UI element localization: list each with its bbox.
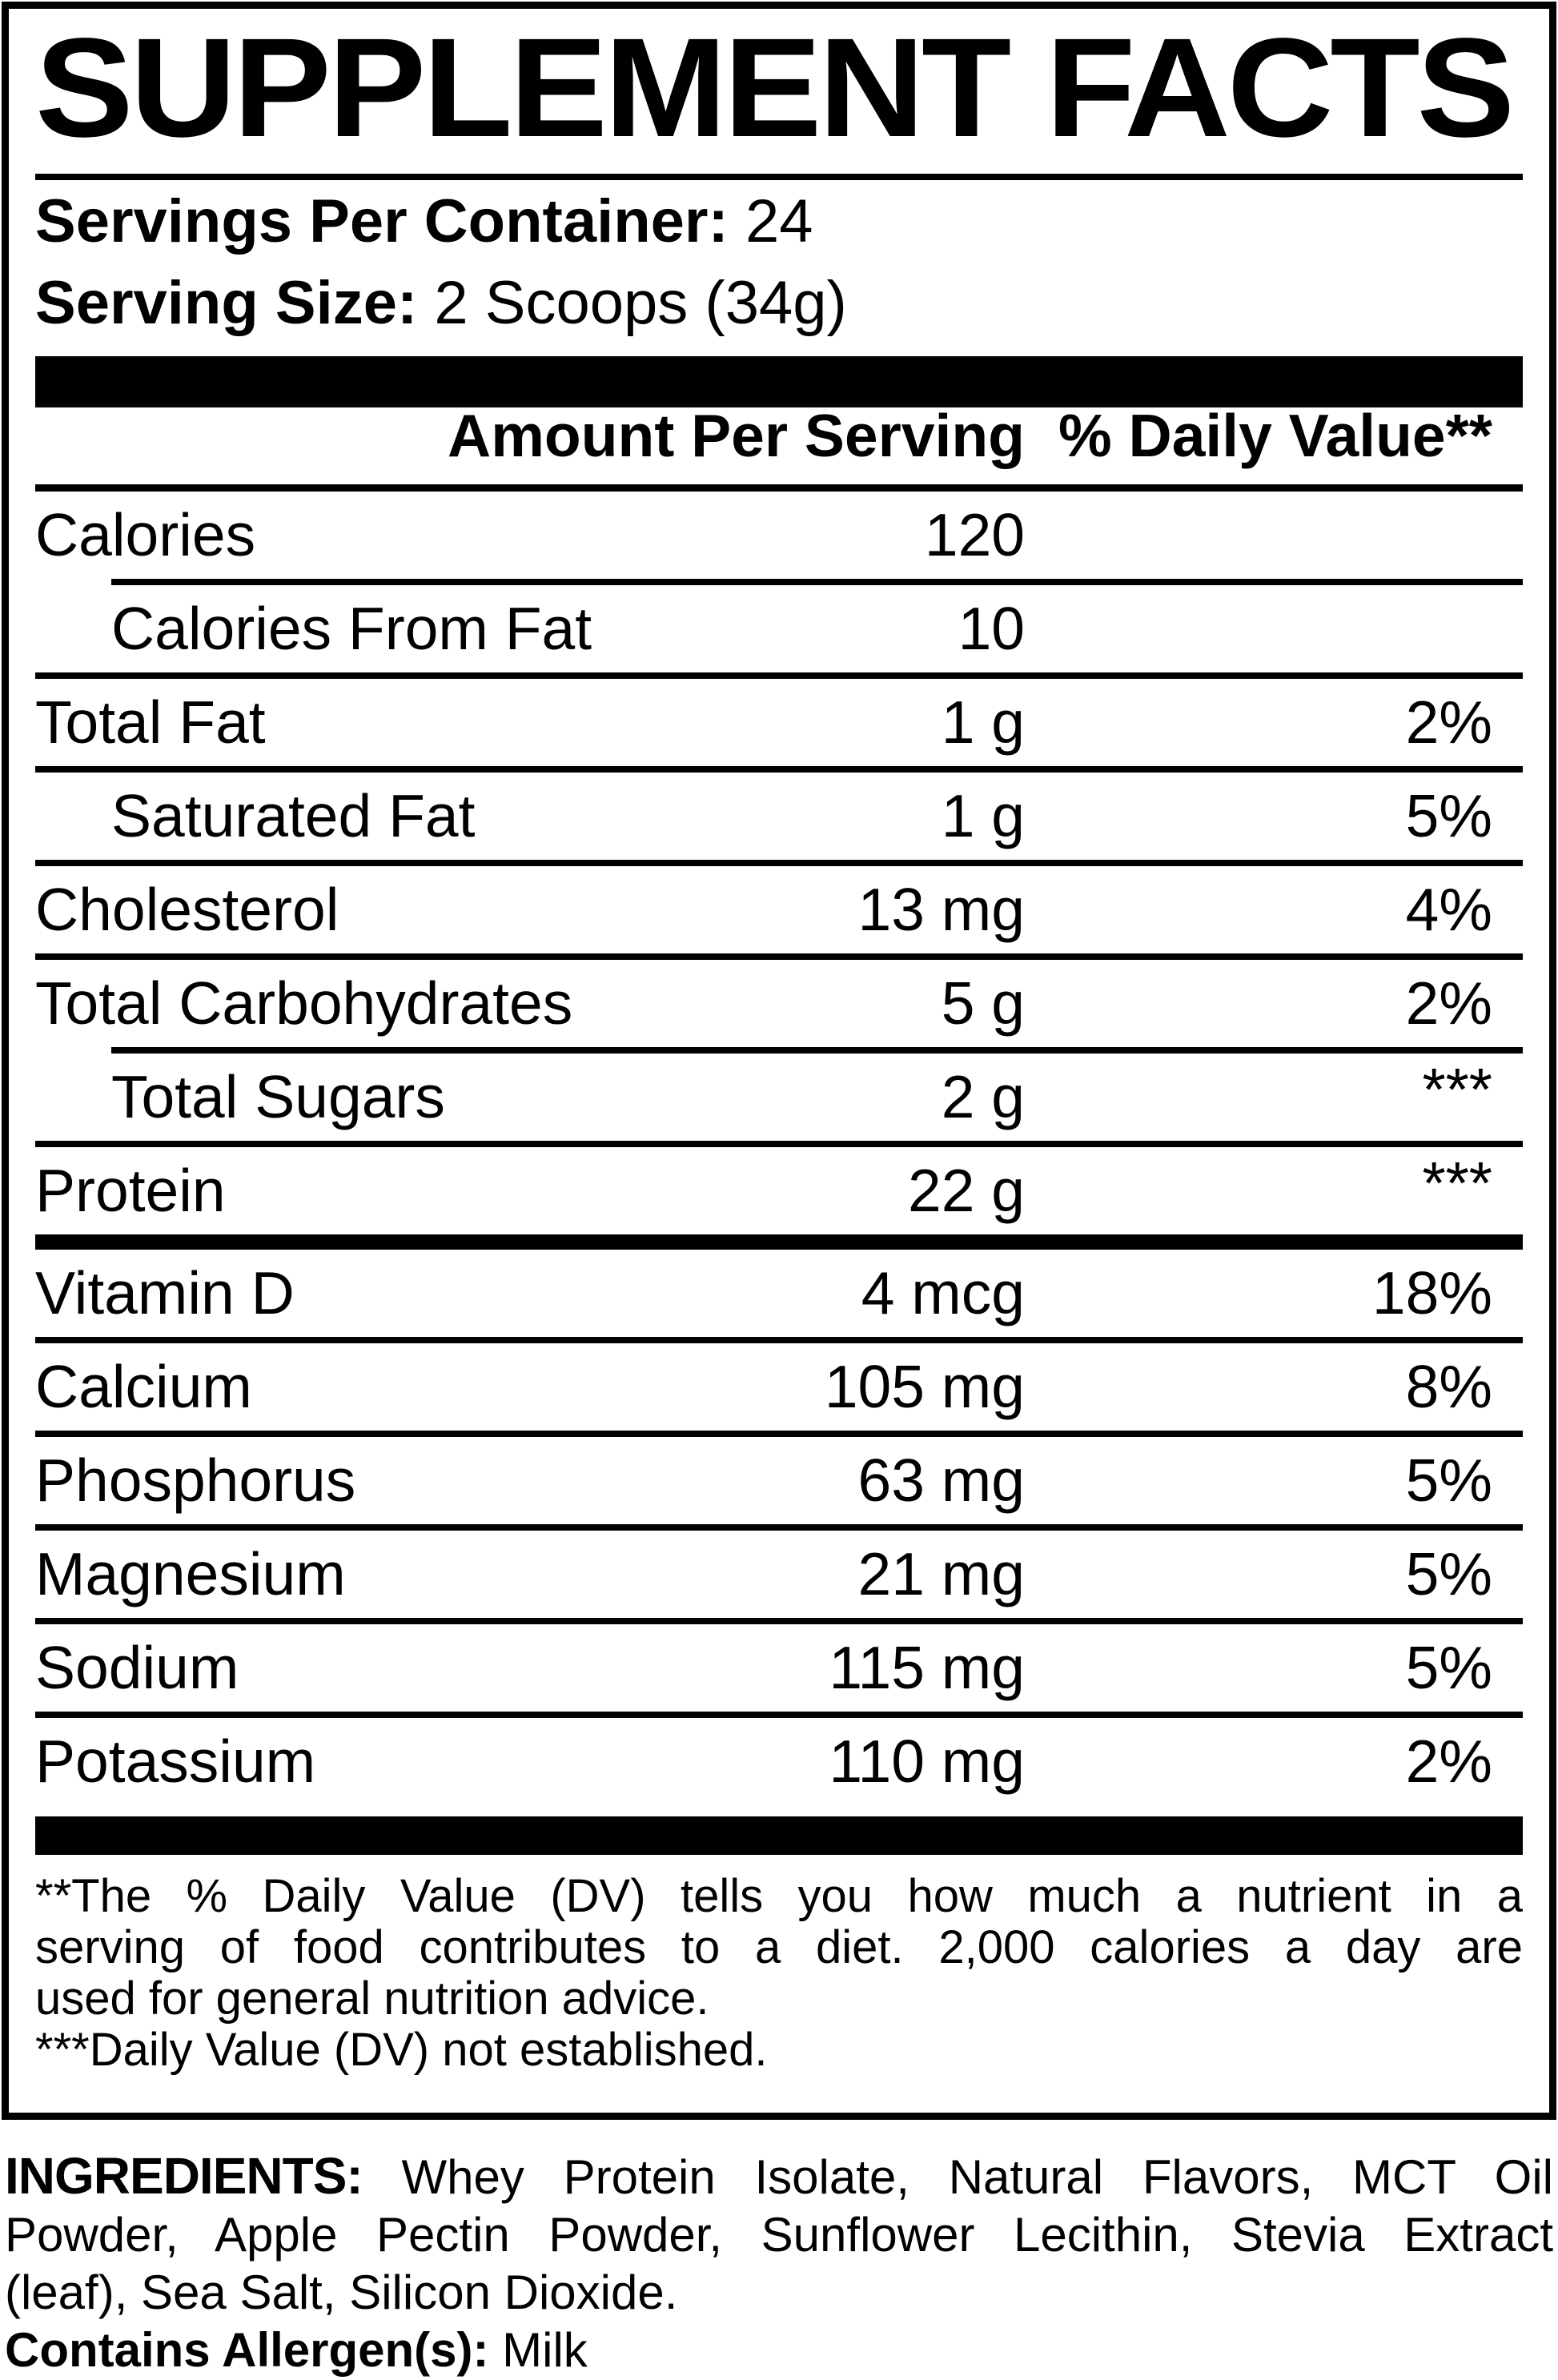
table-row: Protein 22 g ***	[35, 1147, 1523, 1234]
table-row: Total Fat 1 g 2%	[35, 679, 1523, 766]
nutrient-amount: 115 mg	[829, 1634, 1025, 1702]
table-row: Cholesterol 13 mg 4%	[35, 866, 1523, 953]
nutrient-daily-value: 4%	[1405, 876, 1492, 944]
supplement-facts-panel: SUPPLEMENT FACTS Servings Per Container:…	[2, 2, 1556, 2120]
nutrient-daily-value: 18%	[1371, 1259, 1492, 1327]
nutrient-daily-value: 8%	[1405, 1353, 1492, 1421]
footnote-line: serving of food contributes to a diet. 2…	[35, 1920, 1523, 1973]
nutrient-daily-value: 2%	[1405, 688, 1492, 757]
table-row: Saturated Fat 1 g 5%	[35, 773, 1523, 860]
row-separator	[35, 1336, 1523, 1343]
allergen-label: Contains Allergen(s):	[5, 2323, 489, 2377]
nutrient-name: Protein	[35, 1157, 226, 1225]
table-row: Calories From Fat 10	[35, 585, 1523, 672]
table-row: Magnesium 21 mg 5%	[35, 1531, 1523, 1618]
table-row: Total Sugars 2 g ***	[35, 1054, 1523, 1141]
ingredients-line: Powder, Apple Pectin Powder, Sunflower L…	[5, 2208, 1553, 2262]
table-row: Calories 120	[35, 492, 1523, 579]
ingredients-line: INGREDIENTS: Whey Protein Isolate, Natur…	[5, 2147, 1553, 2206]
table-row: Sodium 115 mg 5%	[35, 1624, 1523, 1712]
nutrient-name: Total Sugars	[111, 1063, 445, 1131]
nutrient-amount: 10	[958, 595, 1025, 663]
footnote-line: ***Daily Value (DV) not established.	[35, 2023, 768, 2076]
nutrient-amount: 22 g	[908, 1157, 1025, 1225]
table-header-row: Amount Per Serving % Daily Value**	[35, 402, 1523, 484]
section-bar-bottom	[35, 1816, 1523, 1855]
footnote: **The % Daily Value (DV) tells you how m…	[35, 1869, 1523, 2076]
nutrient-amount: 13 mg	[857, 876, 1025, 944]
serving-size-value: 2 Scoops (34g)	[434, 268, 847, 337]
row-separator	[111, 578, 1523, 585]
nutrient-daily-value: 5%	[1405, 782, 1492, 850]
table-row: Total Carbohydrates 5 g 2%	[35, 960, 1523, 1047]
nutrient-amount: 105 mg	[824, 1353, 1025, 1421]
nutrient-name: Potassium	[35, 1728, 316, 1796]
nutrient-amount: 1 g	[941, 688, 1025, 757]
nutrient-name: Calories From Fat	[111, 595, 592, 663]
nutrient-amount: 21 mg	[857, 1540, 1025, 1608]
row-separator	[35, 1234, 1523, 1250]
ingredients-section: INGREDIENTS: Whey Protein Isolate, Natur…	[5, 2147, 1553, 2379]
nutrient-daily-value: ***	[1422, 1055, 1492, 1123]
ingredients-label: INGREDIENTS:	[5, 2147, 363, 2205]
row-separator	[35, 1523, 1523, 1531]
ingredients-text: Whey Protein Isolate, Natural Flavors, M…	[362, 2150, 1553, 2204]
row-separator	[111, 1046, 1523, 1054]
nutrition-rows: Calories 120 Calories From Fat 10 Total …	[35, 492, 1523, 1805]
nutrient-name: Phosphorus	[35, 1447, 356, 1515]
serving-size-label: Serving Size:	[35, 268, 418, 337]
nutrient-name: Calcium	[35, 1353, 252, 1421]
column-header-daily-value: % Daily Value**	[1058, 401, 1492, 469]
nutrient-name: Sodium	[35, 1634, 239, 1702]
row-separator	[35, 1617, 1523, 1624]
nutrient-amount: 4 mcg	[861, 1259, 1025, 1327]
section-bar-top	[35, 355, 1523, 407]
nutrient-name: Calories	[35, 501, 256, 569]
allergen-value: Milk	[488, 2323, 588, 2377]
panel-title: SUPPLEMENT FACTS	[35, 10, 1515, 167]
table-row: Calcium 105 mg 8%	[35, 1343, 1523, 1431]
nutrient-name: Cholesterol	[35, 876, 339, 944]
row-separator	[35, 859, 1523, 866]
nutrient-daily-value: 5%	[1405, 1634, 1492, 1702]
nutrient-name: Total Carbohydrates	[35, 969, 573, 1037]
table-row: Potassium 110 mg 2%	[35, 1718, 1523, 1805]
footnote-line: used for general nutrition advice.	[35, 1972, 709, 2025]
serving-size: Serving Size: 2 Scoops (34g)	[35, 272, 1523, 334]
row-separator	[35, 1711, 1523, 1718]
table-row: Vitamin D 4 mcg 18%	[35, 1250, 1523, 1337]
nutrient-amount: 1 g	[941, 782, 1025, 850]
title-rule	[35, 173, 1523, 180]
servings-count: 24	[745, 187, 813, 255]
row-separator	[35, 765, 1523, 773]
footnote-line: **The % Daily Value (DV) tells you how m…	[35, 1869, 1523, 1922]
nutrient-amount: 110 mg	[829, 1728, 1025, 1796]
nutrient-daily-value: 2%	[1405, 1728, 1492, 1796]
allergen-line: Contains Allergen(s): Milk	[5, 2322, 1553, 2379]
nutrient-name: Saturated Fat	[111, 782, 476, 850]
row-separator	[35, 1430, 1523, 1437]
nutrient-name: Magnesium	[35, 1540, 346, 1608]
nutrient-daily-value: 5%	[1405, 1540, 1492, 1608]
nutrient-amount: 63 mg	[857, 1447, 1025, 1515]
column-header-amount: Amount Per Serving	[448, 401, 1025, 469]
nutrient-amount: 2 g	[941, 1063, 1025, 1131]
servings-per-container: Servings Per Container: 24	[35, 191, 1523, 252]
nutrient-daily-value: 5%	[1405, 1447, 1492, 1515]
row-separator	[35, 1140, 1523, 1147]
row-separator	[35, 672, 1523, 679]
header-rule	[35, 484, 1523, 492]
nutrient-name: Total Fat	[35, 688, 266, 757]
nutrient-name: Vitamin D	[35, 1259, 295, 1327]
servings-label: Servings Per Container:	[35, 187, 729, 255]
nutrient-daily-value: 2%	[1405, 969, 1492, 1037]
nutrient-amount: 5 g	[941, 969, 1025, 1037]
table-row: Phosphorus 63 mg 5%	[35, 1437, 1523, 1524]
row-separator	[35, 953, 1523, 960]
nutrient-amount: 120	[924, 501, 1025, 569]
nutrient-daily-value: ***	[1422, 1149, 1492, 1217]
ingredients-line: (leaf), Sea Salt, Silicon Dioxide.	[5, 2266, 678, 2319]
